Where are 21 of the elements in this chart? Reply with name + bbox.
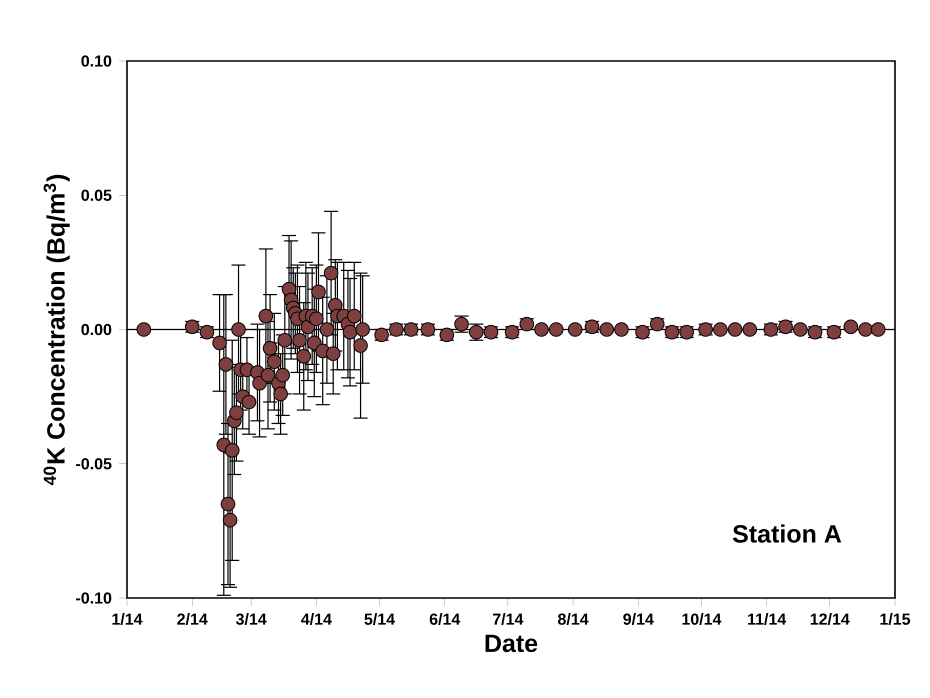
x-tick-label: 12/14 bbox=[810, 613, 850, 625]
x-tick-label: 10/14 bbox=[682, 613, 722, 625]
x-tick-label: 5/14 bbox=[364, 613, 395, 625]
y-tick-label: -0.10 bbox=[76, 592, 112, 604]
y-axis-title: $^{40}$K Concentration (Bq/m$^{3}$) bbox=[44, 174, 70, 486]
x-tick-label: 2/14 bbox=[177, 613, 208, 625]
x-tick-label: 4/14 bbox=[301, 613, 332, 625]
y-tick-label: -0.05 bbox=[76, 458, 112, 470]
x-tick-label: 1/14 bbox=[112, 613, 142, 625]
y-tick-label: 0.00 bbox=[81, 324, 112, 336]
y-tick-label: 0.05 bbox=[81, 190, 112, 201]
x-tick-label: 6/14 bbox=[430, 613, 460, 625]
x-tick-label: 3/14 bbox=[236, 613, 267, 625]
y-tick-label: 0.10 bbox=[81, 55, 112, 67]
x-tick-label: 8/14 bbox=[558, 613, 589, 625]
x-tick-label: 9/14 bbox=[623, 613, 654, 625]
x-axis-title: Date bbox=[486, 634, 538, 652]
annotation: Station A bbox=[732, 524, 842, 543]
x-tick-label: 7/14 bbox=[492, 613, 524, 625]
x-tick-label: 11/14 bbox=[748, 613, 786, 625]
x-tick-label: 1/15 bbox=[880, 613, 910, 625]
